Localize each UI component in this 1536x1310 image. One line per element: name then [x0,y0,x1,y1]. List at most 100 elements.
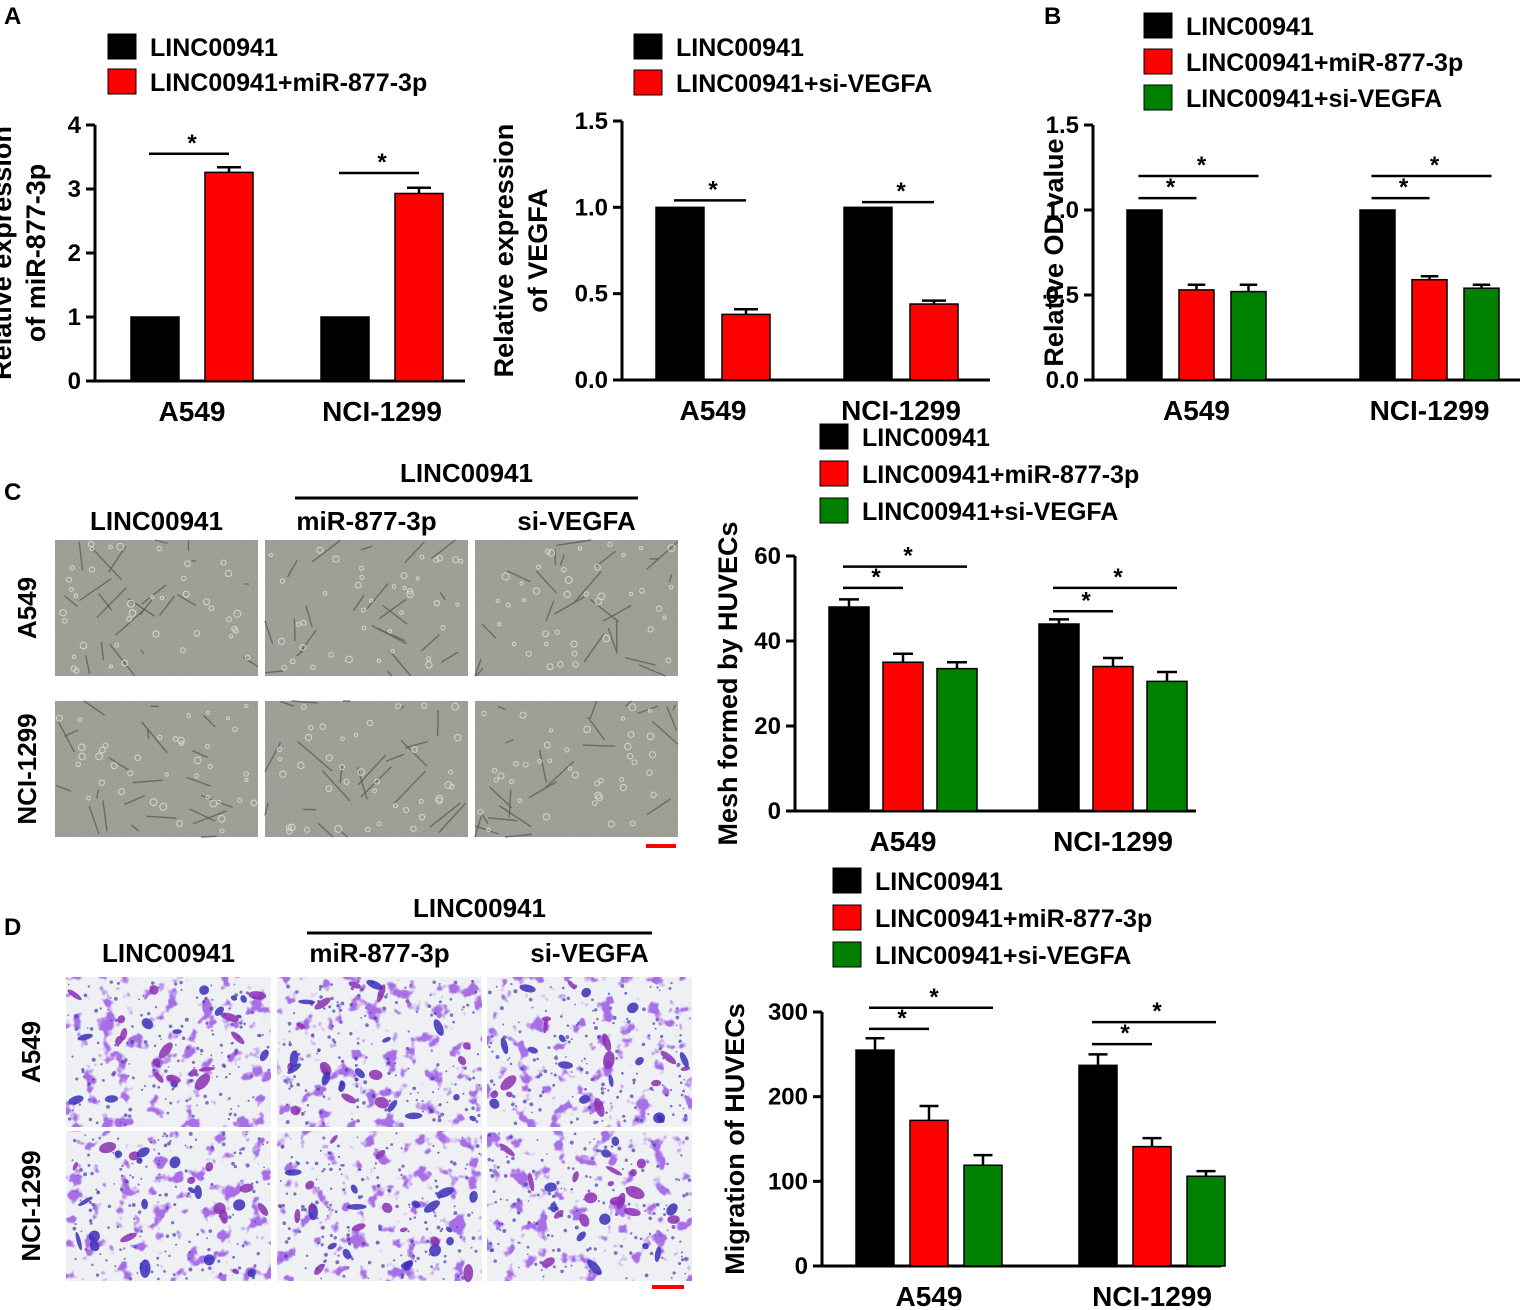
pore-dot [430,1265,434,1269]
tube-segment [587,716,605,740]
pore-dot [540,1158,544,1162]
migrated-cell [294,1208,301,1224]
pore-dot [116,1044,120,1047]
migrated-cell [89,1240,100,1252]
tube-segment [360,545,373,551]
pore-dot [74,1257,77,1261]
pore-dot [648,1216,653,1221]
pore-dot [184,1144,187,1147]
pore-dot [388,1099,392,1103]
legend-label: LINC00941+si-VEGFA [862,498,1118,526]
pore-dot [123,1113,128,1118]
pore-dot [131,1176,135,1179]
pore-dot [68,1117,72,1121]
cell-body [517,798,523,803]
pore-dot [656,1164,660,1168]
legend-label: LINC00941+si-VEGFA [676,70,932,98]
pore-dot [440,1112,445,1117]
migrated-cell [248,991,267,1000]
cell-body [88,566,95,573]
pore-dot [680,1258,684,1262]
tube-segment [85,655,91,675]
pore-dot [337,1032,340,1035]
pore-dot [571,1167,575,1170]
migrated-cell [660,1050,677,1065]
legend-label: LINC00941+si-VEGFA [875,942,1131,970]
migrated-cell [463,1264,474,1283]
legend-swatch [832,904,862,931]
pore-dot [450,1160,454,1164]
pore-dot [655,1202,660,1207]
pore-dot [137,1210,142,1214]
pore-dot [551,1234,554,1238]
micrograph-2-2 [264,700,468,838]
pore-dot [95,1188,98,1191]
migrated-cell [139,1259,151,1278]
pore-dot [610,1102,612,1105]
cell-body [79,641,88,650]
cell-body [357,768,366,776]
pore-dot [516,1198,521,1202]
significance-star: * [377,149,387,176]
pore-dot [130,1039,135,1044]
pore-dot [227,1117,231,1121]
cell-body [591,800,598,806]
tube-segment [352,594,365,612]
pore-dot [584,1034,588,1038]
pore-dot [326,1206,329,1209]
pore-dot [210,1182,214,1187]
pore-dot [581,1060,583,1062]
pore-dot [232,1255,236,1259]
pore-dot [168,1254,171,1258]
pore-dot [298,1230,302,1234]
pore-dot [128,1107,133,1112]
cell-body [118,788,126,796]
x-category-label: A549 [1163,395,1230,426]
cell-body [542,630,550,638]
pore-dot [503,1174,508,1178]
cell-body [354,581,362,589]
cell-body [300,619,307,626]
pore-dot [167,1141,171,1146]
pore-dot [336,1001,339,1004]
pore-dot [71,1159,74,1162]
pore-dot [188,1131,193,1136]
pore-dot [99,1007,102,1010]
pore-dot [350,986,355,991]
y-tick-label: 60 [754,543,781,570]
cell-body [172,736,179,742]
pore-dot [91,1202,95,1207]
cell-body [448,769,454,775]
pore-dot [158,1034,162,1038]
tube-segment [305,605,313,628]
pore-dot [194,1138,198,1142]
pore-dot [117,1137,120,1140]
tube-segment [108,756,130,771]
pore-dot [585,1175,588,1178]
cell-body [525,650,532,657]
pore-dot [293,1254,296,1256]
pore-dot [79,1168,83,1172]
cell-body [513,760,519,767]
pore-dot [583,1057,586,1060]
cell-body [77,717,83,723]
pore-dot [596,1017,599,1021]
migrated-cell [298,999,316,1005]
pore-dot [488,1045,491,1049]
cell-body [400,572,408,580]
tube-segment [528,781,557,799]
bar [1126,209,1163,381]
migrated-cell [377,984,386,1003]
cell-body [303,826,310,833]
tube-segment [625,700,632,707]
pore-dot [81,1069,85,1074]
pore-dot [569,1120,573,1124]
pore-dot [174,982,178,986]
cell-body [87,540,95,548]
tube-segment [286,560,298,578]
pore-dot [628,1031,631,1033]
pore-dot [666,1229,669,1232]
pore-dot [205,1021,209,1025]
cell-body [334,824,343,833]
pore-dot [512,1094,516,1099]
